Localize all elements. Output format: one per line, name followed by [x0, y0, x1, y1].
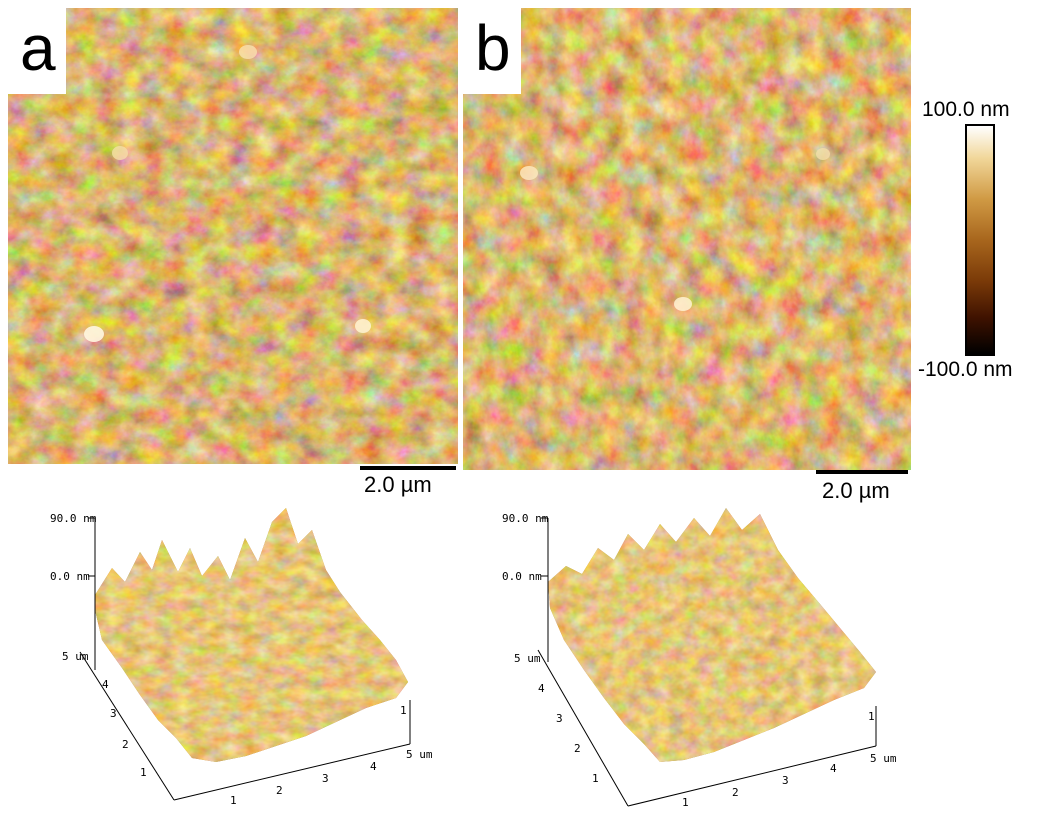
afm-image-a-texture — [8, 8, 458, 464]
x-tick-4-b: 4 — [830, 762, 837, 775]
z-label-zero-b: 0.0 nm — [502, 570, 542, 583]
scale-label-b: 2.0 µm — [822, 478, 890, 503]
x-tick-5-a: 5 um — [406, 748, 433, 761]
y-tick-3-a: 3 — [110, 707, 117, 720]
z-label-zero-a: 0.0 nm — [50, 570, 90, 583]
x-tick-4-a: 4 — [370, 760, 377, 773]
y-tick-4-a: 4 — [102, 678, 109, 691]
color-scale-min-label: -100.0 nm — [918, 358, 1013, 381]
surface-axes-b — [537, 517, 877, 807]
surface-axes-a — [79, 517, 411, 801]
panel-label-b: b — [463, 8, 521, 94]
afm-image-a: a — [8, 8, 458, 464]
scale-label-a: 2.0 µm — [364, 472, 432, 497]
x-tick-3-a: 3 — [322, 772, 329, 785]
surface-plot-a: 90.0 nm 0.0 nm 5 um 4 3 2 1 1 2 3 4 5 um… — [40, 500, 460, 810]
x-tick-5-b: 5 um — [870, 752, 897, 765]
z-label-max-b: 90.0 nm — [502, 512, 549, 525]
scale-bar-a — [360, 466, 456, 470]
y-tick-1-a: 1 — [140, 766, 147, 779]
x-tick-1-b: 1 — [682, 796, 689, 809]
panel-label-a: a — [8, 8, 66, 94]
y-tick-4-b: 4 — [538, 682, 545, 695]
side-tick-a: 1 — [400, 704, 407, 717]
y-tick-2-a: 2 — [122, 738, 129, 751]
y-tick-2-b: 2 — [574, 742, 581, 755]
surface-mesh-b — [548, 508, 876, 762]
afm-image-b: b — [463, 8, 911, 470]
z-label-max-a: 90.0 nm — [50, 512, 97, 525]
y-tick-5-b: 5 um — [514, 652, 541, 665]
y-tick-3-b: 3 — [556, 712, 563, 725]
x-tick-2-b: 2 — [732, 786, 739, 799]
x-tick-2-a: 2 — [276, 784, 283, 797]
y-tick-5-a: 5 um — [62, 650, 89, 663]
afm-image-b-texture — [463, 8, 911, 470]
x-tick-3-b: 3 — [782, 774, 789, 787]
color-scale-max-label: 100.0 nm — [922, 98, 1010, 121]
surface-plot-b: 90.0 nm 0.0 nm 5 um 4 3 2 1 1 2 3 4 5 um… — [498, 500, 918, 810]
x-tick-1-a: 1 — [230, 794, 237, 807]
color-scale-bar — [965, 124, 995, 356]
scale-bar-b — [816, 470, 908, 474]
y-tick-1-b: 1 — [592, 772, 599, 785]
side-tick-b: 1 — [868, 710, 875, 723]
surface-mesh-a — [95, 508, 408, 762]
